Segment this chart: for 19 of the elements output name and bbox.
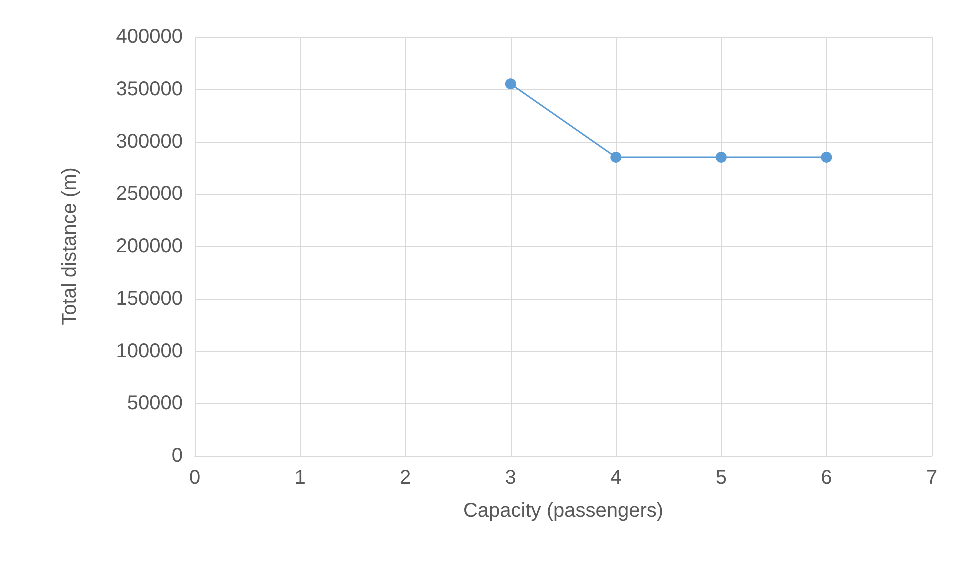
y-tick-label: 300000 xyxy=(116,130,183,153)
y-tick-label: 350000 xyxy=(116,78,183,100)
y-tick-label: 250000 xyxy=(116,183,183,206)
y-tick-label: 400000 xyxy=(116,26,183,48)
x-tick-label: 1 xyxy=(294,467,306,489)
x-tick-label: 6 xyxy=(821,467,832,489)
x-tick-label: 4 xyxy=(610,467,622,489)
y-tick-label: 200000 xyxy=(116,236,183,258)
x-tick-label: 5 xyxy=(716,467,727,489)
x-tick-label: 3 xyxy=(505,467,516,489)
x-axis-title: Capacity (passengers) xyxy=(463,500,664,522)
y-tick-label: 100000 xyxy=(116,340,183,362)
y-tick-label: 50000 xyxy=(127,392,183,415)
y-tick-label: 0 xyxy=(172,445,183,467)
x-tick-label: 2 xyxy=(400,467,412,489)
y-tick-label: 150000 xyxy=(116,288,183,310)
x-tick-label: 0 xyxy=(189,467,201,489)
y-axis-title: Total distance (m) xyxy=(59,168,81,326)
x-tick-label: 7 xyxy=(926,467,938,489)
